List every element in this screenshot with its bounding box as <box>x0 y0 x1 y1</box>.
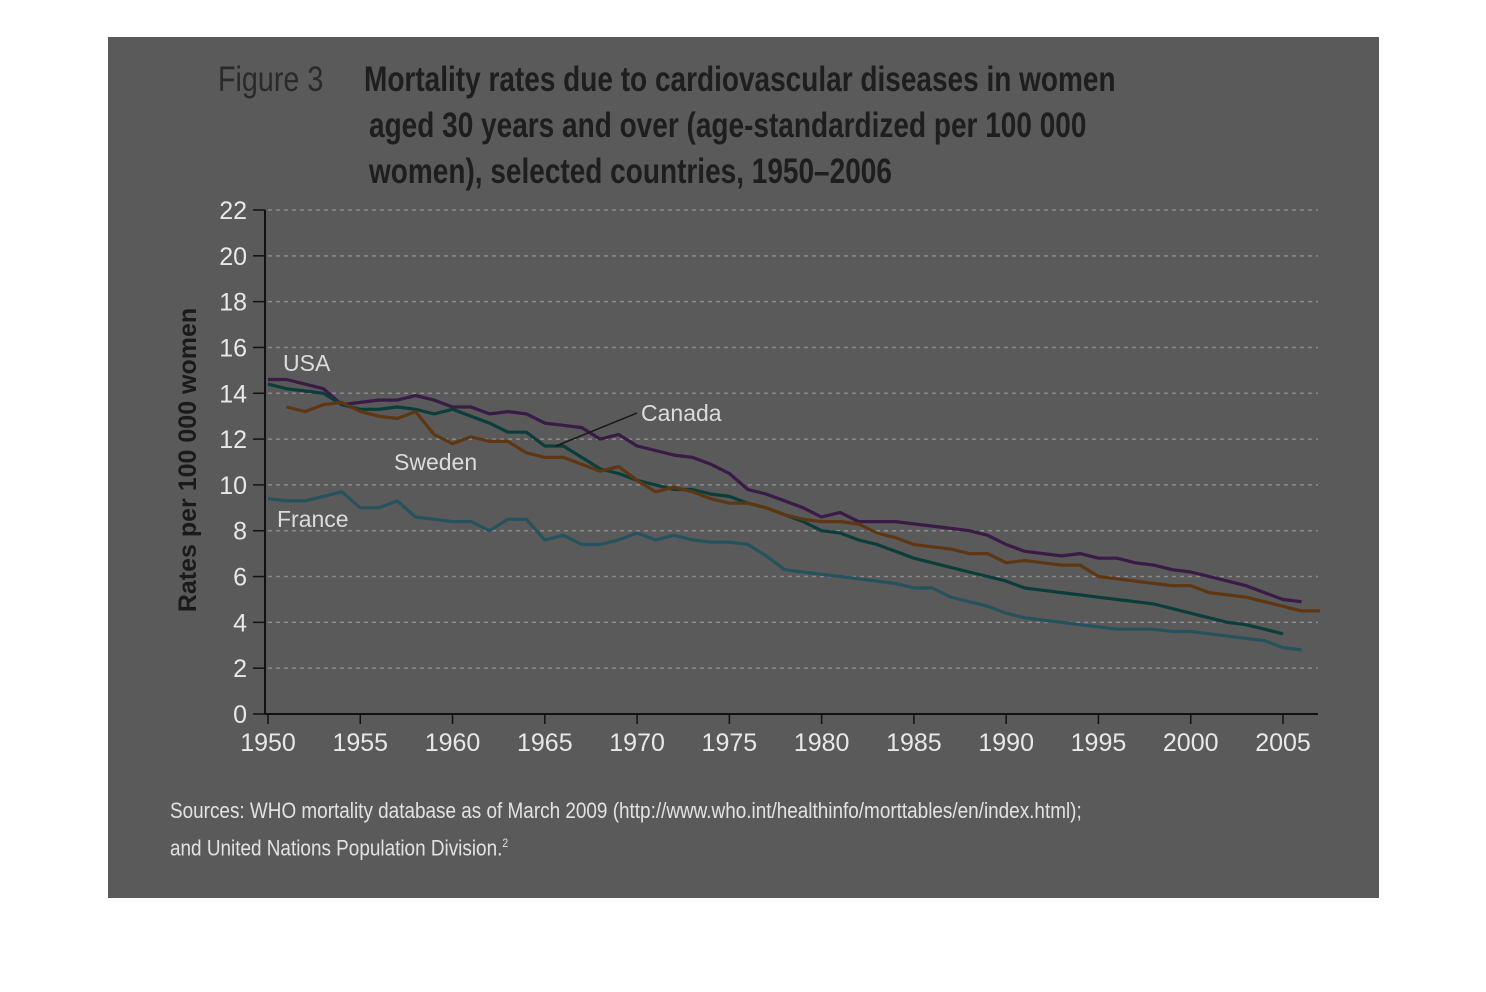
series-label-sweden: Sweden <box>394 449 477 475</box>
series-line-canada <box>267 382 1284 636</box>
y-tick-label-2: 2 <box>233 655 247 683</box>
y-axis-label: Rates per 100 000 women <box>174 308 202 612</box>
canada-leader-line <box>555 412 638 447</box>
x-tick-label-1955: 1955 <box>332 729 388 757</box>
x-tick-label-1985: 1985 <box>886 729 942 757</box>
x-tick-label-2005: 2005 <box>1255 729 1311 757</box>
x-tick-label-1970: 1970 <box>609 729 665 757</box>
series-line-usa <box>268 377 1302 604</box>
series-line-france <box>267 490 1302 652</box>
x-tick-label-1965: 1965 <box>517 729 573 757</box>
y-tick-label-12: 12 <box>219 426 247 454</box>
figure-panel <box>108 37 1379 898</box>
x-tick-label-1990: 1990 <box>978 729 1034 757</box>
x-tick-label-1995: 1995 <box>1071 729 1127 757</box>
y-tick-label-22: 22 <box>219 197 247 225</box>
x-tick-label-1975: 1975 <box>702 729 758 757</box>
axes <box>264 210 1318 715</box>
figure-label: Figure 3 <box>218 60 324 99</box>
y-tick-label-4: 4 <box>233 609 247 637</box>
series-lines <box>267 377 1320 652</box>
y-tick-label-20: 20 <box>219 243 247 271</box>
series-label-usa: USA <box>283 350 331 376</box>
y-tick-label-0: 0 <box>233 701 247 729</box>
source-line-2: and United Nations Population Division.2 <box>170 827 1082 864</box>
series-label-canada: Canada <box>641 400 722 426</box>
y-tick-label-16: 16 <box>219 334 247 362</box>
figure-title-line-3: women), selected countries, 1950–2006 <box>369 152 892 191</box>
y-tick-label-10: 10 <box>219 472 247 500</box>
figure-title-line-1: Mortality rates due to cardiovascular di… <box>364 60 1116 99</box>
x-axis-ticks: 1950 1955 1960 1965 1970 1975 1980 1985 1990 1995… <box>240 714 1311 757</box>
series-label-france: France <box>277 506 349 532</box>
source-line-1: Sources: WHO mortality database as of Ma… <box>170 798 1082 823</box>
y-axis-ticks: 0 2 4 6 8 10 12 14 16 18 20 22 <box>219 197 265 729</box>
source-note: Sources: WHO mortality database as of Ma… <box>170 795 1082 864</box>
y-tick-label-14: 14 <box>219 380 247 408</box>
y-tick-label-18: 18 <box>219 289 247 317</box>
gridlines <box>268 209 1318 669</box>
figure-title-line-2: aged 30 years and over (age-standardized… <box>369 106 1087 145</box>
x-tick-label-1950: 1950 <box>240 729 296 757</box>
y-tick-label-8: 8 <box>233 518 247 546</box>
source-line-2-text: and United Nations Population Division. <box>170 835 503 861</box>
source-footnote: 2 <box>502 836 509 850</box>
x-tick-label-1980: 1980 <box>794 729 850 757</box>
y-tick-label-6: 6 <box>233 564 247 592</box>
series-line-sweden <box>286 400 1320 613</box>
x-tick-label-2000: 2000 <box>1163 729 1219 757</box>
x-tick-label-1960: 1960 <box>425 729 481 757</box>
